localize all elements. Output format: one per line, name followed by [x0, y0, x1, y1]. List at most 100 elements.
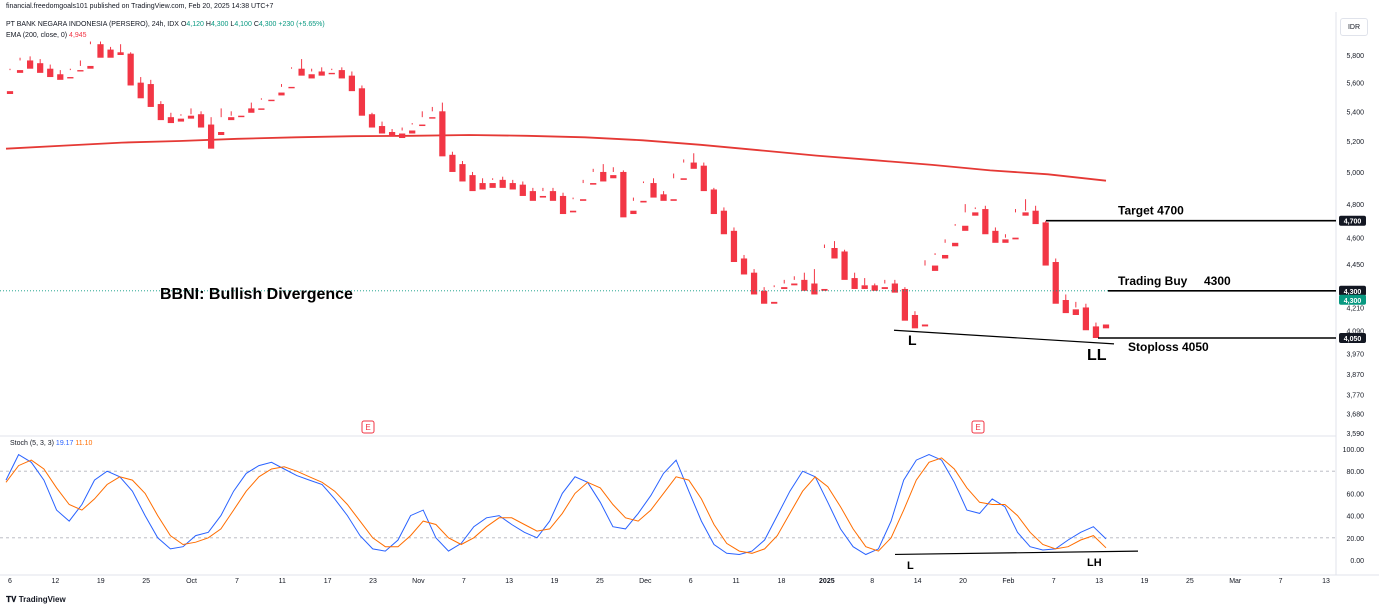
ohlc-low-label: L — [230, 21, 235, 28]
price-tick-label: 5,600 — [1346, 81, 1364, 88]
candle-body — [710, 189, 717, 215]
candle-body — [67, 77, 74, 79]
target-label: Target 4700 — [1118, 204, 1184, 218]
candle-body — [931, 265, 939, 271]
candle-body — [771, 301, 778, 304]
candle-body — [559, 195, 567, 215]
candle-body — [87, 65, 94, 69]
candle-body — [620, 171, 627, 218]
time-tick-label: 8 — [870, 578, 874, 585]
price-tag-label: 4,300 — [1344, 298, 1362, 305]
candle-body — [982, 209, 989, 235]
candle-body — [127, 53, 134, 86]
candle-body — [670, 199, 677, 201]
tradingview-logo[interactable]: 𝐓𝐕 TradingView — [6, 595, 66, 605]
price-y-axis: 5,800 5,600 5,400 5,200 5,000 4,800 4,600 4,450… — [1346, 53, 1364, 438]
time-tick-label: 19 — [97, 578, 105, 585]
time-tick-label: 18 — [778, 578, 786, 585]
candle-body — [761, 290, 768, 304]
ohlc-open-label: O — [180, 21, 187, 28]
stoch-tick-label: 60.00 — [1346, 491, 1364, 498]
stoch-low-label: L — [907, 560, 914, 572]
trading-buy-value: 4300 — [1204, 274, 1231, 288]
time-tick-label: Nov — [412, 578, 425, 585]
price-tick-label: 3,870 — [1346, 372, 1364, 379]
candle-body — [962, 225, 969, 231]
candle-body — [811, 283, 818, 295]
candle-body — [750, 272, 758, 295]
candle-body — [147, 84, 154, 107]
candle-body — [399, 133, 406, 139]
candle-body — [891, 283, 898, 293]
candle-body — [97, 44, 104, 58]
stoch-lh-label: LH — [1087, 557, 1102, 569]
candle-body — [228, 117, 235, 121]
stoch-lines: L LH — [5, 453, 1139, 572]
price-tag-box — [1339, 332, 1366, 343]
candle-body — [740, 258, 748, 275]
candle-body — [157, 104, 164, 121]
candles — [6, 41, 1110, 338]
candle-body — [26, 60, 34, 69]
candle-body — [358, 88, 366, 116]
tradingview-logo-text: TradingView — [18, 595, 66, 604]
candle-body — [499, 179, 506, 188]
price-tick-label: 3,970 — [1346, 352, 1364, 359]
candle-body — [730, 230, 738, 263]
candle-body — [218, 132, 225, 136]
ohlc-change: +230 (+5.65%) — [278, 21, 325, 28]
candle-body — [439, 111, 446, 157]
time-tick-label: 7 — [1052, 578, 1056, 585]
ohlc-high: 4,300 — [210, 21, 229, 28]
candle-body — [821, 288, 828, 291]
candle-body — [1102, 324, 1110, 329]
candle-body — [680, 178, 687, 180]
candle-body — [268, 99, 275, 102]
ohlc-close-label: C — [253, 21, 259, 28]
candle-body — [519, 184, 526, 196]
time-tick-label: 7 — [462, 578, 466, 585]
earnings-marker-icon[interactable] — [361, 420, 375, 434]
ohlc-open: 4,120 — [186, 21, 204, 28]
price-divergence-line[interactable] — [893, 329, 1115, 345]
candle-body — [47, 68, 54, 78]
earnings-marker-label: E — [975, 423, 980, 432]
time-tick-label: 7 — [235, 578, 239, 585]
candle-body — [187, 115, 195, 119]
candle-body — [6, 91, 14, 94]
candle-body — [1062, 300, 1069, 314]
candle-body — [137, 82, 144, 99]
candle-body — [197, 114, 205, 128]
candle-body — [1002, 239, 1009, 243]
ema-200-path — [5, 134, 1107, 182]
stoch-tick-label: 20.00 — [1346, 536, 1364, 543]
time-tick-label: Mar — [1229, 578, 1242, 585]
earnings-marker-icon[interactable] — [971, 420, 985, 434]
candle-body — [348, 75, 355, 92]
candle-body — [298, 68, 305, 76]
price-tick-label: 4,090 — [1346, 328, 1364, 335]
ema-legend: EMA (200, close, 0) 4,945 — [6, 32, 87, 39]
candle-body — [1072, 309, 1079, 315]
ohlc-low: 4,100 — [234, 21, 252, 28]
candle-body — [328, 72, 335, 75]
time-tick-label: 6 — [8, 578, 12, 585]
chart-title-annotation: BBNI: Bullish Divergence — [160, 286, 353, 303]
price-tick-label: 5,400 — [1346, 109, 1364, 116]
time-tick-label: 23 — [369, 578, 377, 585]
time-tick-label: Oct — [186, 578, 197, 585]
candle-body — [911, 314, 919, 329]
candle-body — [1022, 212, 1029, 216]
stoch-tick-label: 80.00 — [1346, 469, 1364, 476]
stoch-tick-label: 100.00 — [1343, 447, 1365, 454]
ema-value: 4,945 — [69, 32, 87, 39]
candle-body — [449, 154, 456, 172]
currency-button[interactable]: IDR — [1340, 18, 1368, 36]
time-tick-label: Feb — [1002, 578, 1014, 585]
candle-body — [107, 49, 114, 58]
candle-body — [801, 279, 808, 291]
stoch-divergence-line[interactable] — [894, 550, 1139, 556]
symbol-legend: PT BANK NEGARA INDONESIA (PERSERO), 24h,… — [6, 21, 325, 28]
candle-body — [288, 86, 295, 89]
price-tick-label: 3,680 — [1346, 411, 1364, 418]
